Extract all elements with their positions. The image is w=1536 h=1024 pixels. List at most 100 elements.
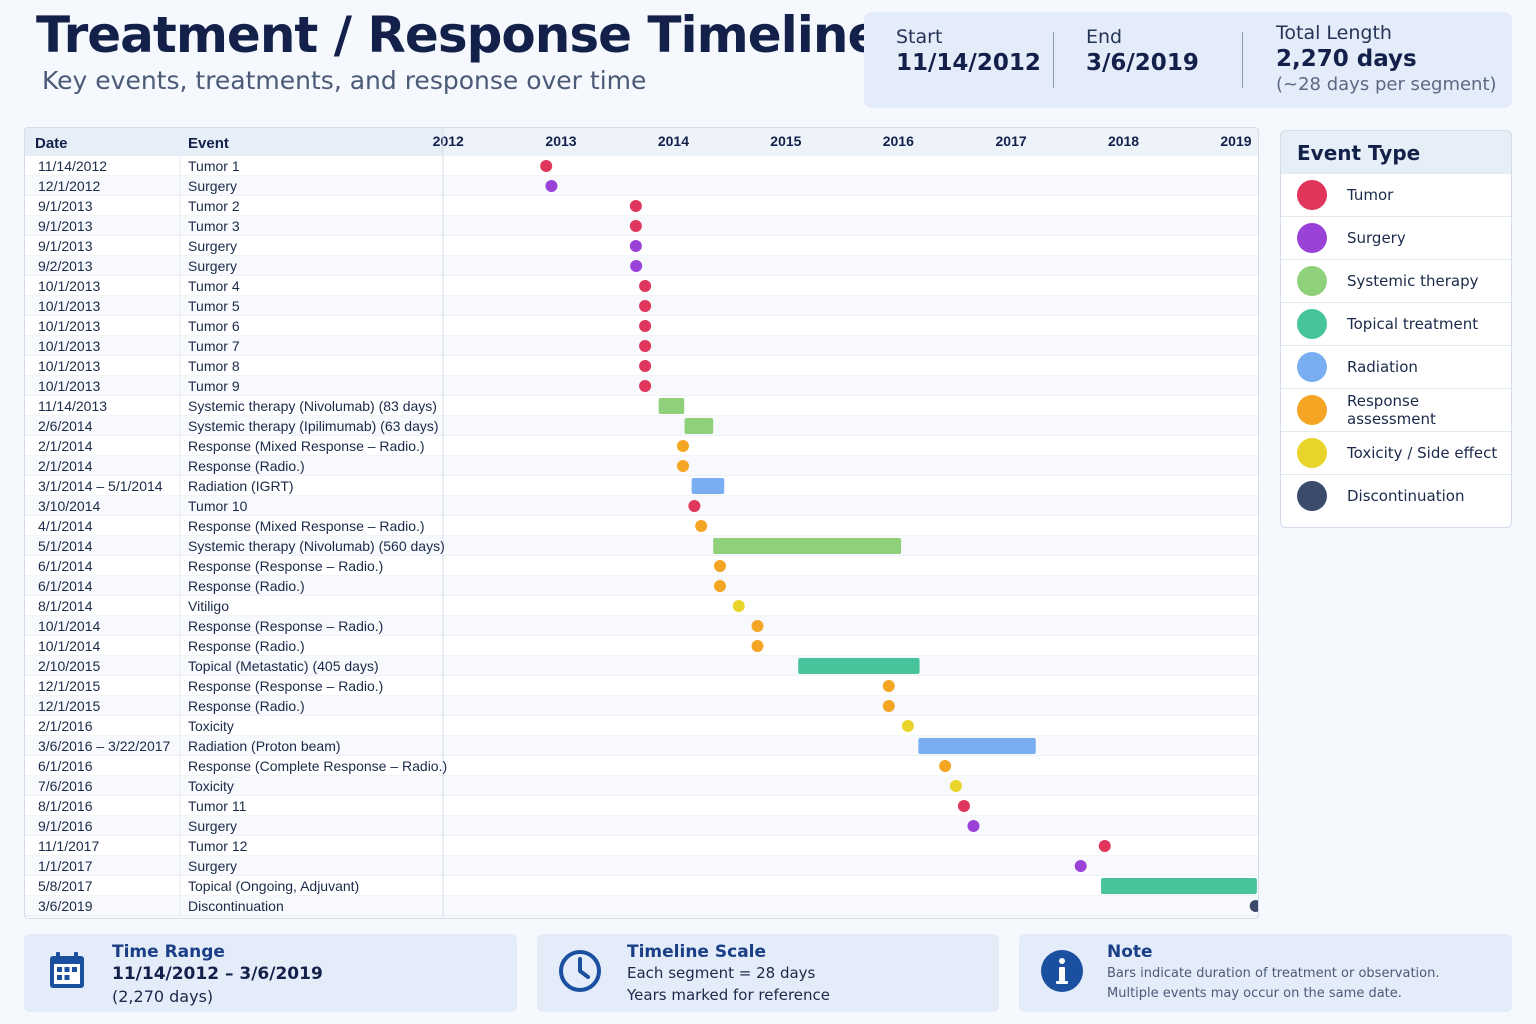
table-row bbox=[25, 596, 1258, 616]
note-line2: Multiple events may occur on the same da… bbox=[1107, 986, 1402, 1001]
duration-bar bbox=[658, 398, 685, 414]
table-row bbox=[25, 696, 1258, 716]
summary-total: Total Length 2,270 days (~28 days per se… bbox=[1276, 22, 1497, 95]
event-dot bbox=[639, 280, 652, 292]
legend-panel: Event Type Tumor Surgery Systemic therap… bbox=[1280, 130, 1512, 528]
event-name: Systemic therapy (Nivolumab) (560 days) bbox=[188, 538, 445, 554]
table-row bbox=[25, 856, 1258, 876]
table-row bbox=[25, 396, 1258, 416]
page-subtitle: Key events, treatments, and response ove… bbox=[42, 66, 647, 95]
legend-label: Systemic therapy bbox=[1347, 272, 1479, 290]
duration-bar bbox=[918, 738, 1036, 754]
event-dot bbox=[639, 320, 652, 332]
event-name: Tumor 3 bbox=[188, 218, 240, 234]
event-date: 2/1/2014 bbox=[38, 458, 93, 474]
event-dot bbox=[545, 180, 558, 192]
table-row bbox=[25, 796, 1258, 816]
rows-layer: 11/14/2012 Tumor 1 12/1/2012 Surgery 9/1/201… bbox=[25, 128, 1258, 918]
event-dot bbox=[1249, 900, 1258, 912]
year-tick-label: 2014 bbox=[658, 133, 689, 149]
legend-item-discontinuation: Discontinuation bbox=[1281, 474, 1511, 517]
marks-layer bbox=[540, 160, 1258, 912]
event-date: 4/1/2014 bbox=[38, 518, 93, 534]
event-name: Tumor 10 bbox=[188, 498, 248, 514]
table-row bbox=[25, 576, 1258, 596]
event-date: 9/1/2013 bbox=[38, 198, 93, 214]
table-row bbox=[25, 816, 1258, 836]
event-date: 10/1/2013 bbox=[38, 358, 100, 374]
time-range-title: Time Range bbox=[112, 942, 225, 962]
timeline-scale-title: Timeline Scale bbox=[627, 942, 767, 962]
duration-bar bbox=[684, 418, 714, 434]
timeline-svg: Date Event 2012 2013 2014 2015 2016 2017 2018 2… bbox=[25, 128, 1258, 918]
event-date: 9/2/2013 bbox=[38, 258, 93, 274]
event-date: 6/1/2014 bbox=[38, 558, 93, 574]
event-date: 9/1/2013 bbox=[38, 238, 93, 254]
event-date: 6/1/2016 bbox=[38, 758, 93, 774]
event-name: Tumor 6 bbox=[188, 318, 240, 334]
year-tick-label: 2017 bbox=[996, 133, 1027, 149]
event-dot bbox=[939, 760, 952, 772]
event-date: 8/1/2016 bbox=[38, 798, 93, 814]
info-icon bbox=[1041, 950, 1083, 992]
legend-item-toxicity: Toxicity / Side effect bbox=[1281, 431, 1511, 474]
axis-header-bg bbox=[443, 128, 1258, 156]
table-row bbox=[25, 716, 1258, 736]
summary-panel: Start 11/14/2012 End 3/6/2019 Total Leng… bbox=[864, 12, 1512, 108]
legend-swatch bbox=[1297, 481, 1327, 511]
event-name: Systemic therapy (Nivolumab) (83 days) bbox=[188, 398, 437, 414]
event-dot bbox=[967, 820, 980, 832]
event-dot bbox=[957, 800, 970, 812]
summary-end: End 3/6/2019 bbox=[1086, 26, 1199, 76]
event-name: Tumor 1 bbox=[188, 158, 240, 174]
event-date: 9/1/2016 bbox=[38, 818, 93, 834]
event-date: 10/1/2013 bbox=[38, 298, 100, 314]
event-name: Tumor 8 bbox=[188, 358, 240, 374]
summary-divider bbox=[1242, 32, 1243, 88]
start-value: 11/14/2012 bbox=[896, 50, 1041, 76]
legend-label: Radiation bbox=[1347, 358, 1418, 376]
event-date: 8/1/2014 bbox=[38, 598, 93, 614]
table-row bbox=[25, 836, 1258, 856]
time-range-card: Time Range 11/14/2012 – 3/6/2019 (2,270 … bbox=[24, 934, 517, 1012]
calendar-icon bbox=[50, 952, 84, 988]
event-dot bbox=[901, 720, 914, 732]
event-date: 1/1/2017 bbox=[38, 858, 93, 874]
legend-swatch bbox=[1297, 395, 1327, 425]
table-row bbox=[25, 416, 1258, 436]
duration-bar bbox=[691, 478, 725, 494]
event-name: Surgery bbox=[188, 178, 237, 194]
event-date: 5/8/2017 bbox=[38, 878, 93, 894]
note-card: Note Bars indicate duration of treatment… bbox=[1019, 934, 1512, 1012]
legend-swatch bbox=[1297, 180, 1327, 210]
legend-label: Topical treatment bbox=[1347, 315, 1479, 333]
event-date: 2/1/2016 bbox=[38, 718, 93, 734]
date-column-header: Date bbox=[35, 135, 68, 152]
table-row bbox=[25, 896, 1258, 916]
event-date: 11/14/2013 bbox=[38, 398, 107, 414]
event-dot bbox=[639, 300, 652, 312]
legend-title: Event Type bbox=[1281, 131, 1511, 173]
summary-start: Start 11/14/2012 bbox=[896, 26, 1041, 76]
event-name: Tumor 12 bbox=[188, 838, 248, 854]
timeline-scale-line1: Each segment = 28 days bbox=[627, 964, 816, 982]
total-value: 2,270 days bbox=[1276, 46, 1417, 72]
event-date: 10/1/2013 bbox=[38, 338, 100, 354]
event-dot bbox=[676, 440, 689, 452]
event-name: Response (Radio.) bbox=[188, 458, 305, 474]
duration-bar bbox=[1101, 878, 1257, 894]
event-name: Response (Radio.) bbox=[188, 698, 305, 714]
event-name: Radiation (IGRT) bbox=[188, 478, 294, 494]
year-tick-label: 2018 bbox=[1108, 133, 1139, 149]
event-name: Surgery bbox=[188, 258, 237, 274]
table-row bbox=[25, 436, 1258, 456]
event-date: 12/1/2015 bbox=[38, 698, 100, 714]
event-name: Toxicity bbox=[188, 718, 234, 734]
event-date: 3/10/2014 bbox=[38, 498, 100, 514]
event-date: 9/1/2013 bbox=[38, 218, 93, 234]
event-name: Response (Radio.) bbox=[188, 578, 305, 594]
event-dot bbox=[676, 460, 689, 472]
year-tick-label: 2016 bbox=[883, 133, 914, 149]
event-date: 10/1/2014 bbox=[38, 638, 100, 654]
legend-label: Tumor bbox=[1347, 186, 1394, 204]
